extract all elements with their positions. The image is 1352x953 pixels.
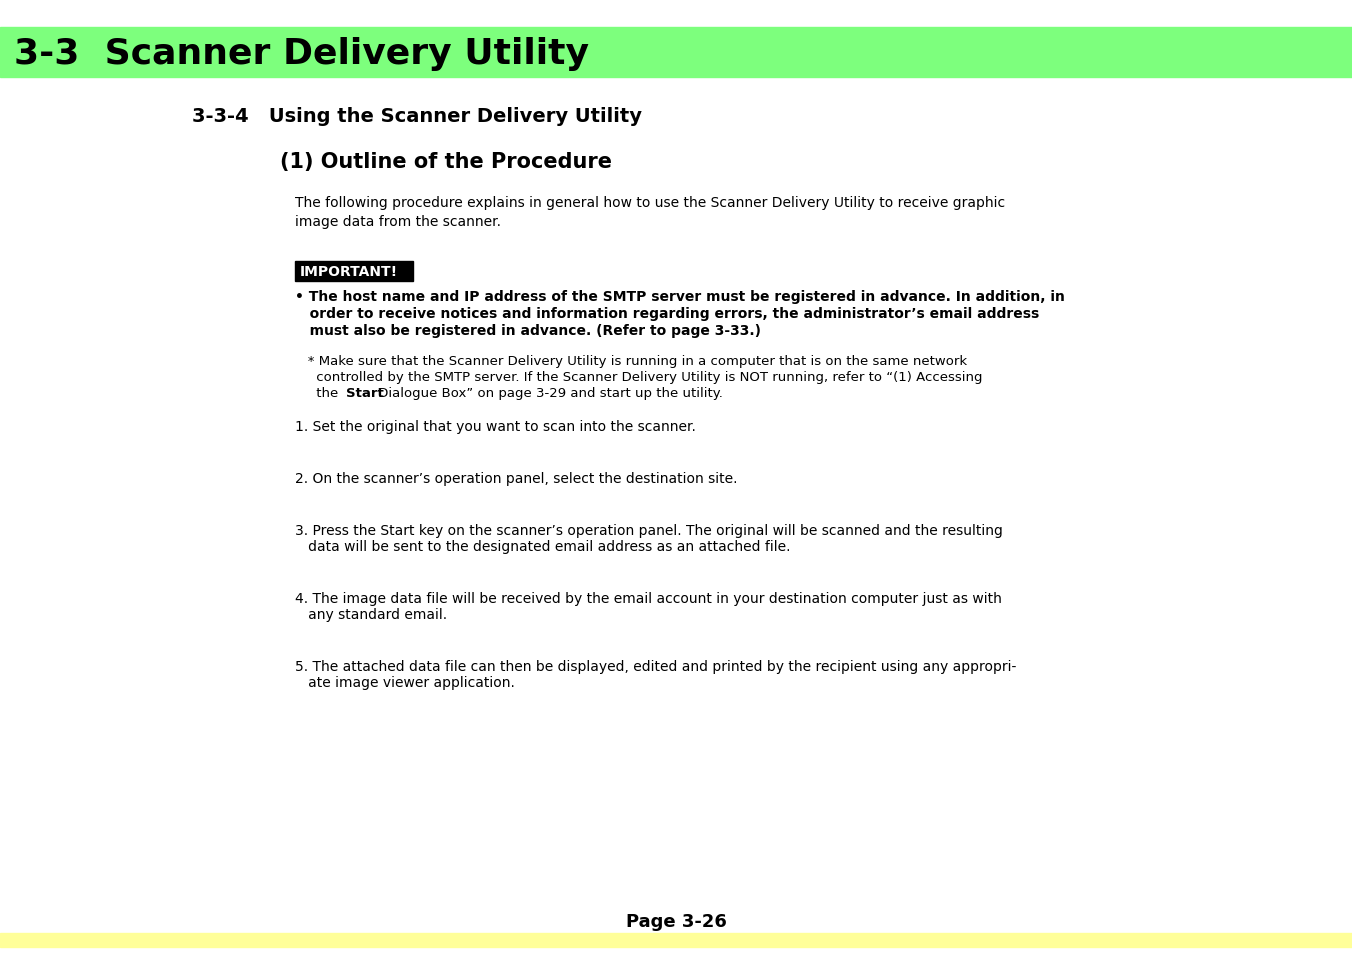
Text: 3-3-4   Using the Scanner Delivery Utility: 3-3-4 Using the Scanner Delivery Utility <box>192 107 642 126</box>
Text: Page 3-26: Page 3-26 <box>626 912 726 930</box>
Bar <box>295 262 412 282</box>
Text: must also be registered in advance. (Refer to page 3-33.): must also be registered in advance. (Ref… <box>295 324 761 337</box>
Bar <box>0 933 1352 947</box>
Text: any standard email.: any standard email. <box>295 607 448 621</box>
Text: 3. Press the Start key on the scanner’s operation panel. The original will be sc: 3. Press the Start key on the scanner’s … <box>295 523 1003 537</box>
Text: • The host name and IP address of the SMTP server must be registered in advance.: • The host name and IP address of the SM… <box>295 290 1065 304</box>
Text: the: the <box>295 387 342 399</box>
Text: 2. On the scanner’s operation panel, select the destination site.: 2. On the scanner’s operation panel, sel… <box>295 472 737 485</box>
Text: Start: Start <box>346 387 384 399</box>
Text: 1. Set the original that you want to scan into the scanner.: 1. Set the original that you want to sca… <box>295 419 696 434</box>
Bar <box>0 28 1352 78</box>
Text: ate image viewer application.: ate image viewer application. <box>295 676 515 689</box>
Text: The following procedure explains in general how to use the Scanner Delivery Util: The following procedure explains in gene… <box>295 195 1005 229</box>
Text: * Make sure that the Scanner Delivery Utility is running in a computer that is o: * Make sure that the Scanner Delivery Ut… <box>295 355 967 368</box>
Text: 5. The attached data file can then be displayed, edited and printed by the recip: 5. The attached data file can then be di… <box>295 659 1017 673</box>
Text: (1) Outline of the Procedure: (1) Outline of the Procedure <box>280 152 612 172</box>
Text: IMPORTANT!: IMPORTANT! <box>300 265 397 278</box>
Text: order to receive notices and information regarding errors, the administrator’s e: order to receive notices and information… <box>295 307 1040 320</box>
Text: 3-3  Scanner Delivery Utility: 3-3 Scanner Delivery Utility <box>14 37 589 71</box>
Text: data will be sent to the designated email address as an attached file.: data will be sent to the designated emai… <box>295 539 791 554</box>
Text: controlled by the SMTP server. If the Scanner Delivery Utility is NOT running, r: controlled by the SMTP server. If the Sc… <box>295 371 983 384</box>
Text: Dialogue Box” on page 3-29 and start up the utility.: Dialogue Box” on page 3-29 and start up … <box>375 387 723 399</box>
Text: 4. The image data file will be received by the email account in your destination: 4. The image data file will be received … <box>295 592 1002 605</box>
